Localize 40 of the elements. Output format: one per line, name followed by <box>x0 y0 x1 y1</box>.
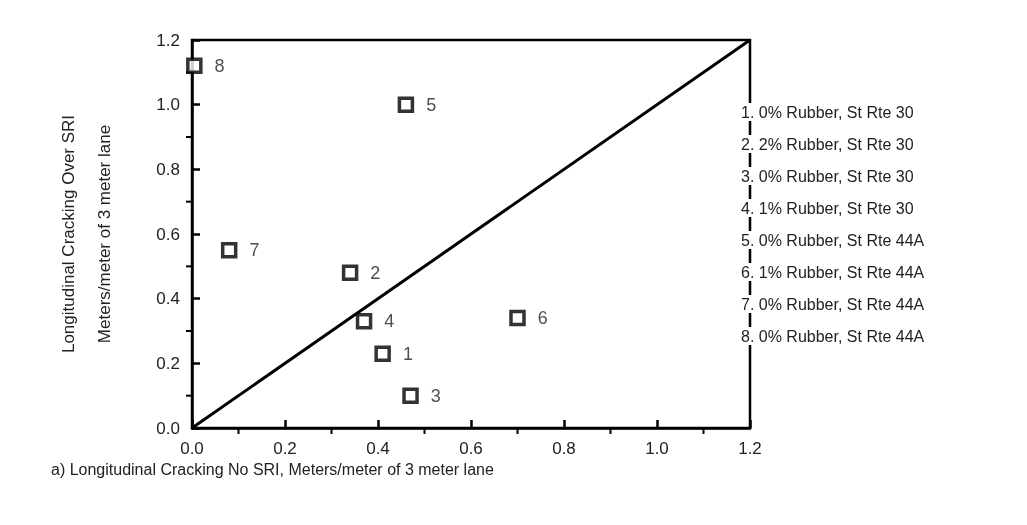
series-label: 8 <box>214 55 225 76</box>
point <box>341 264 359 282</box>
point <box>355 313 373 330</box>
point <box>397 96 415 113</box>
annotation: 4. 1% Rubber, St Rte 30 <box>741 199 914 217</box>
x-tick-label: 1.0 <box>645 439 669 458</box>
x-axis-title: a) Longitudinal Cracking No SRI, Meters/meter of 3 meter lane <box>51 461 494 479</box>
annotation: 2. 2% Rubber, St Rte 30 <box>741 135 914 153</box>
y-tick-label: 0.2 <box>156 353 180 373</box>
point <box>186 57 203 75</box>
point <box>374 345 391 362</box>
series-label: 4 <box>384 311 395 332</box>
annotation: 6. 1% Rubber, St Rte 44A <box>741 263 925 281</box>
y-tick-label: 0.0 <box>156 418 180 438</box>
x-tick-label: 0.0 <box>180 439 204 458</box>
series-label: 2 <box>370 262 381 283</box>
y-tick-label: 1.2 <box>156 30 180 50</box>
annotation: 8. 0% Rubber, St Rte 44A <box>741 327 925 345</box>
y-axis-title: Longitudinal Cracking Over SRI Meters/meter of 3 meter lane <box>58 114 114 354</box>
series-label: 1 <box>402 343 413 364</box>
series-label: 6 <box>537 308 548 329</box>
x-tick-label: 0.4 <box>366 439 390 458</box>
point <box>509 309 526 327</box>
series-label: 5 <box>426 94 437 115</box>
x-tick-label: 1.2 <box>738 439 762 458</box>
y-tick-label: 0.6 <box>156 224 180 244</box>
y-tick-label: 0.8 <box>156 159 180 179</box>
point <box>220 241 238 259</box>
series-label: 3 <box>430 385 441 406</box>
point <box>402 387 419 404</box>
annotation: 3. 0% Rubber, St Rte 30 <box>741 167 914 185</box>
x-tick-label: 0.8 <box>552 439 576 458</box>
x-tick-label: 0.2 <box>273 439 297 458</box>
y-tick-label: 0.4 <box>156 289 180 309</box>
y-tick-label: 1.0 <box>156 95 180 115</box>
annotation: 5. 0% Rubber, St Rte 44A <box>741 231 925 249</box>
annotation: 1. 0% Rubber, St Rte 30 <box>741 103 914 121</box>
annotation: 7. 0% Rubber, St Rte 44A <box>741 295 925 313</box>
series-label: 7 <box>249 240 260 261</box>
x-tick-label: 0.6 <box>459 439 483 458</box>
